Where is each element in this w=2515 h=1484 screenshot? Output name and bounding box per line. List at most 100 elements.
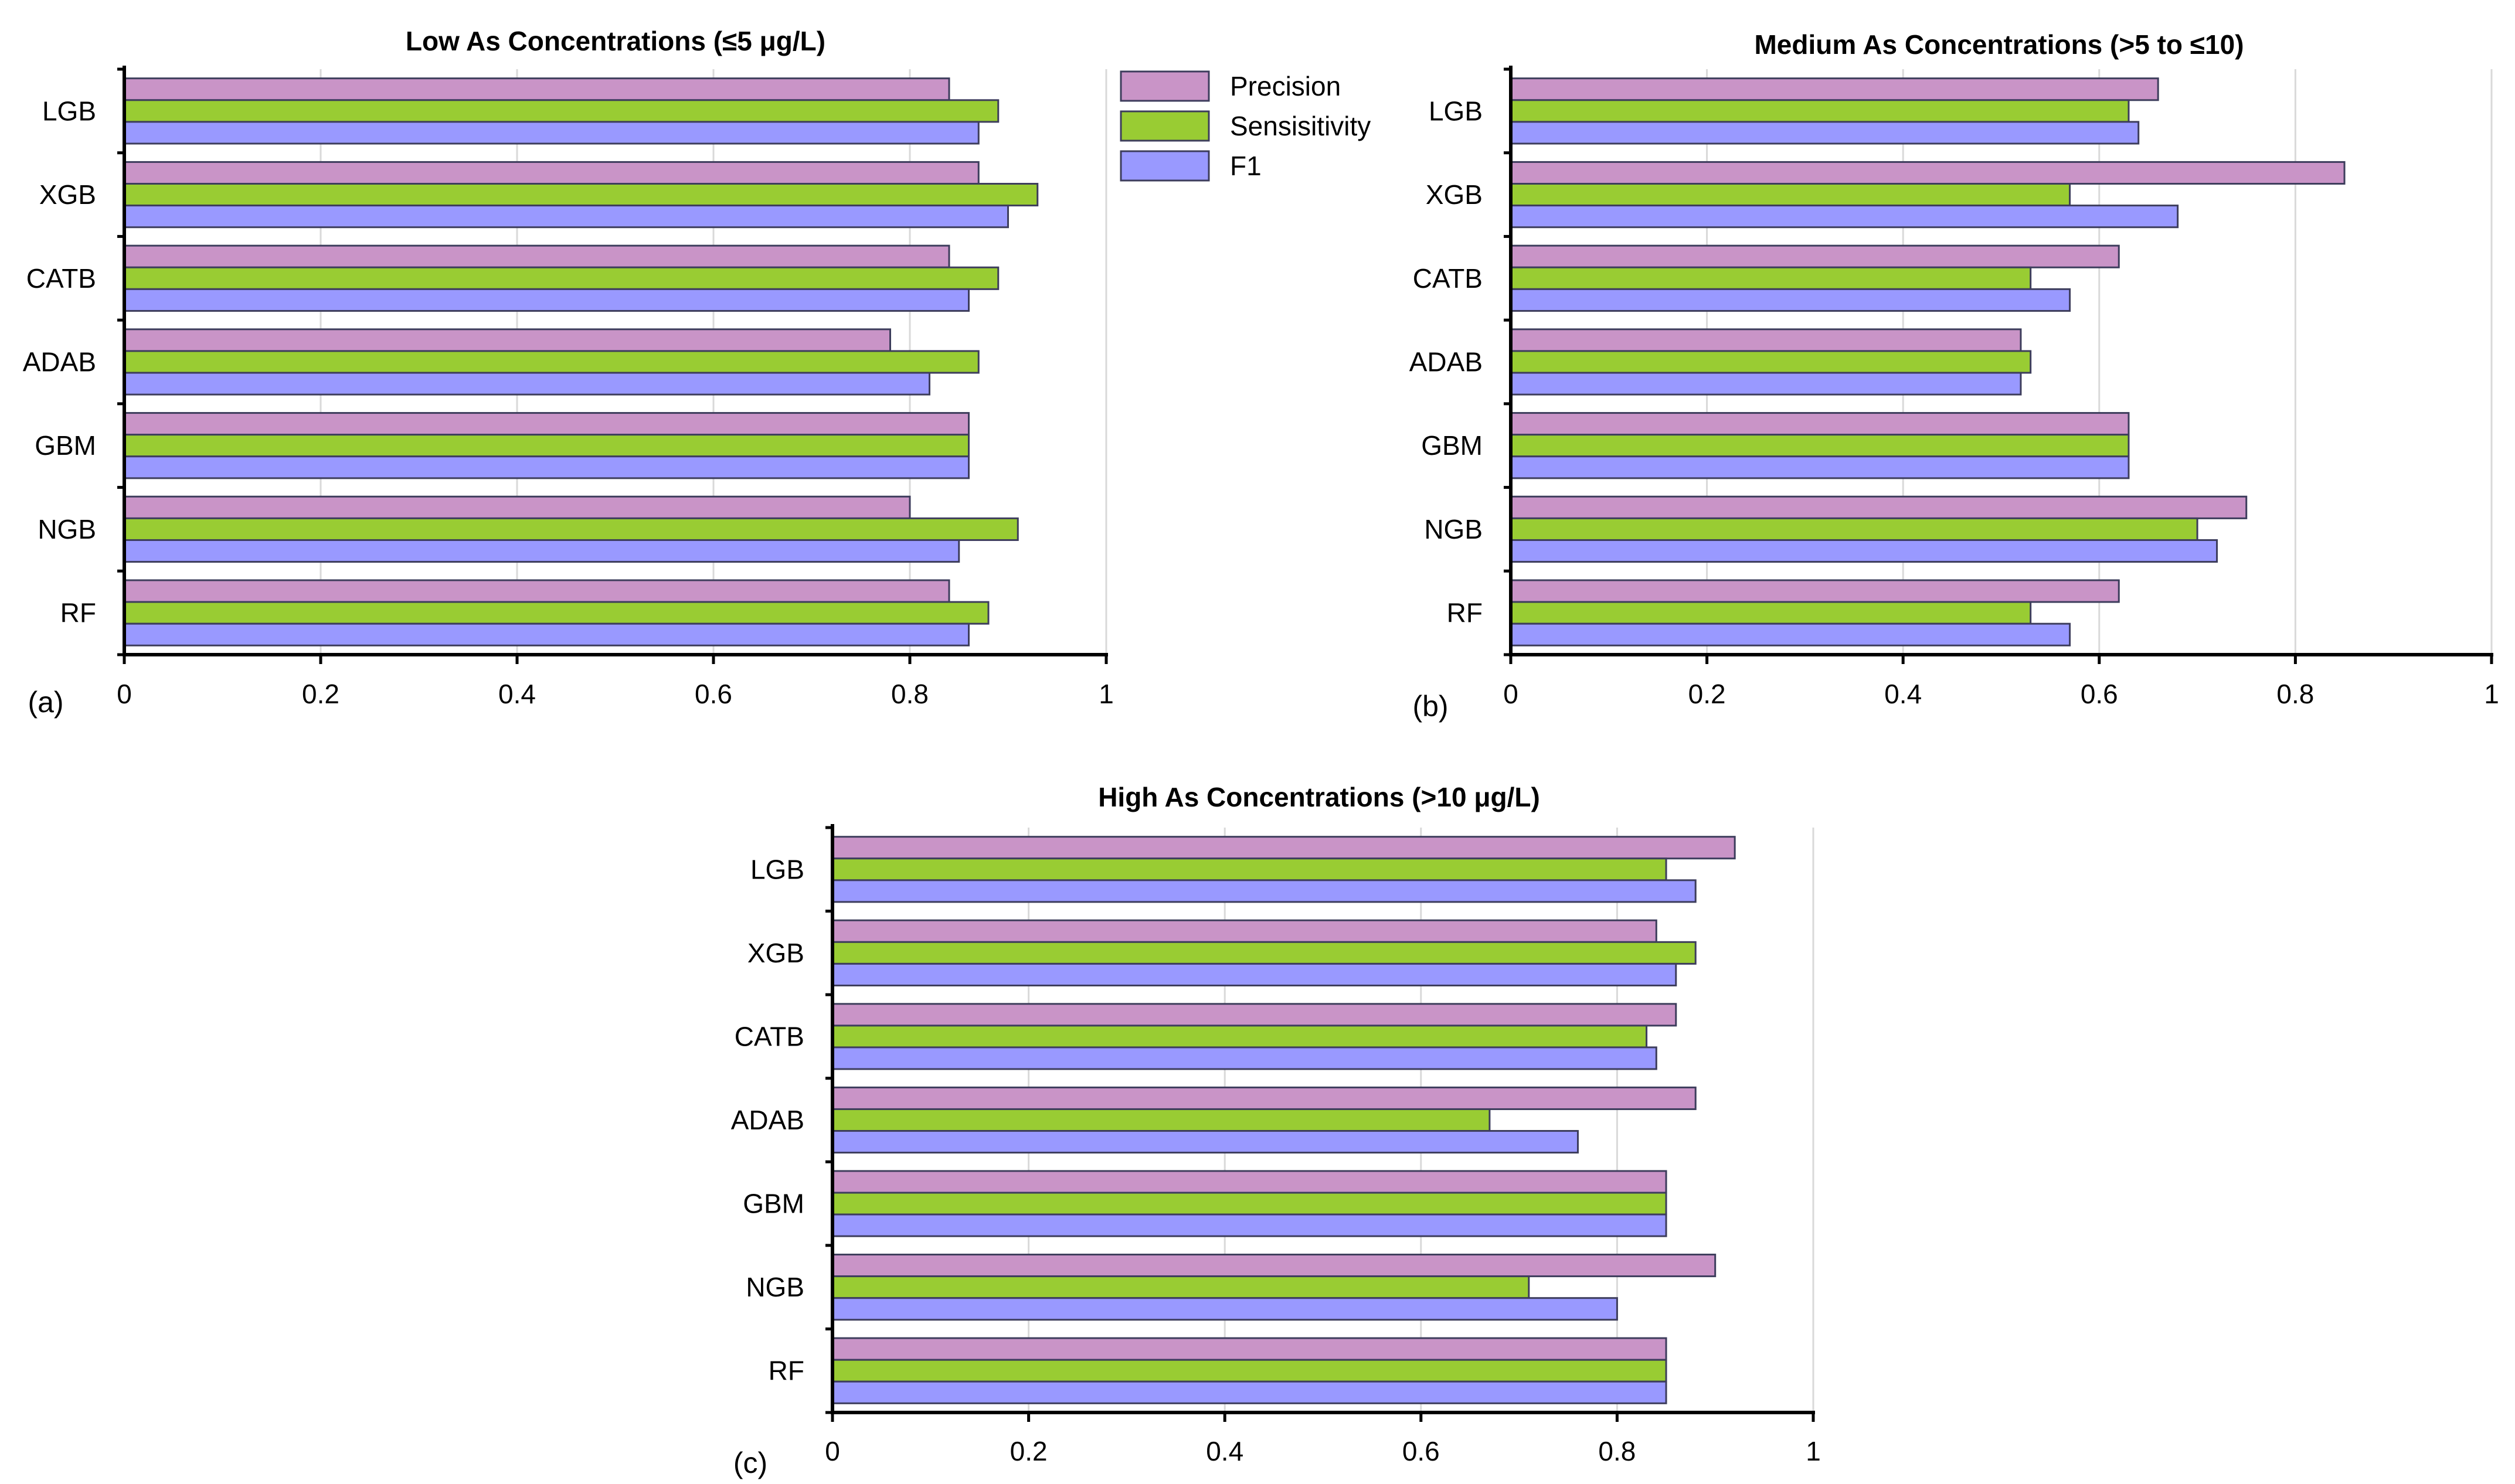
legend-swatch-f1 <box>1120 150 1210 182</box>
chart-c-bar-xgb-f1 <box>831 962 1677 986</box>
chart-a-bar-ngb-precision <box>123 495 911 519</box>
chart-b-x-tick-label: 0.4 <box>1884 679 1922 709</box>
chart-a-bar-gbm-f1 <box>123 455 970 479</box>
chart-c-bar-catb-sensitivity <box>831 1024 1648 1049</box>
chart-c-category-label: LGB <box>750 854 804 884</box>
chart-c-category-label: XGB <box>747 938 804 968</box>
chart-b-category-label: LGB <box>1429 96 1483 126</box>
chart-c-category-label: RF <box>769 1356 804 1386</box>
chart-c-bar-lgb-f1 <box>831 879 1697 903</box>
chart-c-bar-ngb-f1 <box>831 1297 1618 1321</box>
chart-c-bar-xgb-sensitivity <box>831 941 1697 965</box>
chart-b-bar-xgb-precision <box>1510 161 2346 185</box>
chart-a-panel-label: (a) <box>28 686 63 719</box>
chart-b-bar-adab-sensitivity <box>1510 350 2032 374</box>
chart-b-title: Medium As Concentrations (>5 to ≤10) <box>1754 29 2244 60</box>
chart-b-bar-catb-f1 <box>1510 288 2071 312</box>
chart-b-bar-ngb-f1 <box>1510 539 2218 563</box>
chart-c-bar-rf-precision <box>831 1337 1667 1361</box>
legend-label-sensitivity: Sensisitivity <box>1230 111 1371 141</box>
chart-c-bar-ngb-precision <box>831 1254 1717 1278</box>
chart-a-bar-ngb-f1 <box>123 539 960 563</box>
chart-a-category-label: XGB <box>39 179 96 210</box>
chart-a-category-label: GBM <box>35 430 96 461</box>
chart-b-bar-ngb-precision <box>1510 495 2248 519</box>
chart-a-x-tick-label: 0.4 <box>498 679 536 709</box>
chart-a-bar-xgb-precision <box>123 161 980 185</box>
legend-swatch-precision <box>1120 70 1210 102</box>
chart-b-bar-lgb-precision <box>1510 77 2159 101</box>
chart-b-category-label: RF <box>1447 598 1483 628</box>
chart-b-bar-ngb-sensitivity <box>1510 517 2198 541</box>
chart-c-bar-rf-sensitivity <box>831 1359 1667 1383</box>
chart-b-category-label: NGB <box>1424 514 1483 544</box>
legend-label-precision: Precision <box>1230 71 1341 101</box>
chart-c-x-tick-label: 0.2 <box>1010 1436 1048 1466</box>
chart-b-bar-catb-precision <box>1510 244 2120 268</box>
chart-c-bar-catb-precision <box>831 1003 1677 1027</box>
chart-b-bar-gbm-f1 <box>1510 455 2130 479</box>
chart-c-category-label: ADAB <box>731 1105 804 1135</box>
chart-a-bar-rf-f1 <box>123 622 970 646</box>
chart-b-bar-lgb-f1 <box>1510 121 2140 145</box>
chart-a-bar-adab-precision <box>123 328 891 352</box>
chart-c-x-tick-label: 0.8 <box>1598 1436 1636 1466</box>
chart-a-bar-xgb-f1 <box>123 205 1009 229</box>
chart-b-x-tick-label: 0.8 <box>2276 679 2314 709</box>
chart-b-bar-rf-precision <box>1510 579 2120 603</box>
chart-c-bar-gbm-precision <box>831 1170 1667 1194</box>
chart-a-bar-xgb-sensitivity <box>123 183 1039 207</box>
chart-c-bar-adab-f1 <box>831 1130 1579 1154</box>
chart-a-bar-gbm-precision <box>123 412 970 436</box>
chart-a-bar-gbm-sensitivity <box>123 434 970 458</box>
chart-a-bar-catb-sensitivity <box>123 266 1000 290</box>
chart-a-title: Low As Concentrations (≤5 μg/L) <box>406 26 825 56</box>
chart-b-bar-gbm-sensitivity <box>1510 434 2130 458</box>
chart-c-x-tick-label: 1 <box>1806 1436 1821 1466</box>
chart-c-bar-gbm-sensitivity <box>831 1192 1667 1216</box>
chart-b-category-label: ADAB <box>1409 347 1483 377</box>
chart-a-x-tick-label: 1 <box>1099 679 1114 709</box>
chart-b-panel-label: (b) <box>1412 690 1448 723</box>
chart-b-x-tick-label: 0.6 <box>2081 679 2118 709</box>
chart-b-category-label: GBM <box>1421 430 1483 461</box>
chart-b-x-tick-label: 0.2 <box>1688 679 1726 709</box>
chart-c-title: High As Concentrations (>10 μg/L) <box>1098 782 1540 812</box>
chart-b-bar-rf-sensitivity <box>1510 601 2032 625</box>
chart-a-bar-catb-precision <box>123 244 950 268</box>
chart-c-bar-adab-precision <box>831 1086 1697 1110</box>
legend-label-f1: F1 <box>1230 151 1262 181</box>
chart-a-x-tick-label: 0 <box>117 679 132 709</box>
chart-b-category-label: CATB <box>1413 263 1483 294</box>
chart-c-panel-label: (c) <box>733 1446 767 1479</box>
chart-a-x-tick-label: 0.8 <box>891 679 929 709</box>
chart-a-x-tick-label: 0.6 <box>695 679 732 709</box>
chart-b-bar-rf-f1 <box>1510 622 2071 646</box>
chart-a-category-label: ADAB <box>23 347 96 377</box>
chart-a-category-label: NGB <box>38 514 96 544</box>
chart-a-bar-adab-f1 <box>123 372 930 396</box>
chart-a-x-tick-label: 0.2 <box>302 679 339 709</box>
chart-b-x-tick-label: 0 <box>1503 679 1518 709</box>
chart-c-bar-adab-sensitivity <box>831 1108 1491 1132</box>
chart-c-category-label: GBM <box>743 1189 804 1219</box>
chart-a-bar-rf-precision <box>123 579 950 603</box>
chart-b-bar-xgb-sensitivity <box>1510 183 2071 207</box>
chart-c-bar-gbm-f1 <box>831 1213 1667 1237</box>
chart-a-bar-lgb-sensitivity <box>123 99 1000 123</box>
chart-c-bar-rf-f1 <box>831 1380 1667 1404</box>
chart-c-x-tick-label: 0.4 <box>1206 1436 1243 1466</box>
chart-c-bar-lgb-precision <box>831 836 1736 860</box>
chart-a-bar-ngb-sensitivity <box>123 517 1019 541</box>
chart-a-bar-lgb-f1 <box>123 121 980 145</box>
chart-b-bar-gbm-precision <box>1510 412 2130 436</box>
chart-b-bar-adab-precision <box>1510 328 2022 352</box>
chart-a-bar-rf-sensitivity <box>123 601 990 625</box>
chart-c-category-label: NGB <box>746 1272 804 1302</box>
chart-c-category-label: CATB <box>735 1021 804 1051</box>
chart-b-bar-adab-f1 <box>1510 372 2022 396</box>
chart-c-x-tick-label: 0 <box>825 1436 840 1466</box>
legend-swatch-sensitivity <box>1120 110 1210 142</box>
chart-b-bar-xgb-f1 <box>1510 205 2179 229</box>
